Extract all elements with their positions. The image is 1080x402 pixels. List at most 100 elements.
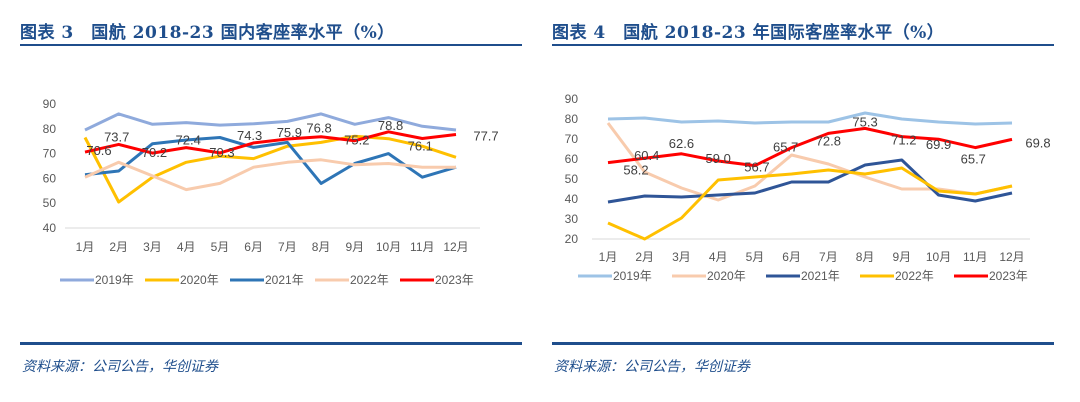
- series-line-2019: [607, 111, 1013, 126]
- x-tick-label: 5月: [211, 240, 230, 254]
- series-line-2020: [83, 134, 457, 204]
- data-label: 75.9: [277, 125, 302, 140]
- x-tick-label: 11月: [963, 250, 987, 264]
- legend-label: 2023年: [435, 273, 474, 287]
- legend-label: 2022年: [895, 269, 934, 283]
- y-tick-label: 80: [43, 122, 57, 136]
- data-label: 75.2: [344, 133, 369, 148]
- legend-label: 2020年: [707, 269, 746, 283]
- x-tick-label: 2月: [109, 240, 128, 254]
- x-tick-label: 1月: [599, 250, 618, 264]
- y-tick-label: 20: [565, 232, 579, 246]
- x-tick-label: 11月: [410, 240, 434, 254]
- y-tick-label: 40: [565, 192, 579, 206]
- series-line-2023: [84, 130, 457, 155]
- x-tick-label: 3月: [672, 250, 691, 264]
- data-label: 62.6: [669, 136, 694, 151]
- footer-divider: [552, 342, 1054, 345]
- data-label: 65.7: [961, 152, 986, 167]
- legend-label: 2021年: [265, 273, 304, 287]
- x-tick-label: 7月: [278, 240, 297, 254]
- x-tick-label: 5月: [746, 250, 765, 264]
- data-label: 72.8: [816, 133, 841, 148]
- x-tick-label: 1月: [76, 240, 95, 254]
- x-tick-label: 12月: [443, 240, 468, 254]
- chart-panel-domestic: 图表 3 国航 2018-23 国内客座率水平（%） 40 50 60 70 80 90 1…: [20, 0, 530, 402]
- legend-item: 2022年: [315, 273, 389, 287]
- data-label: 65.7: [773, 140, 798, 155]
- data-label: 70.2: [142, 145, 167, 160]
- data-label: 73.7: [104, 129, 129, 144]
- y-tick-label: 70: [43, 147, 57, 161]
- y-tick-label: 90: [43, 97, 57, 111]
- data-label: 60.4: [634, 148, 659, 163]
- international-load-factor-chart: 20 30 40 50 60 70 80 90 1月 2月 3月 4月 5月 6月 7月 8月 9月 10月 11月…: [565, 92, 1051, 283]
- y-tick-label: 70: [565, 132, 579, 146]
- chart-title: 图表 4 国航 2018-23 年国际客座率水平（%）: [552, 23, 945, 43]
- legend-item: 2022年: [860, 269, 934, 283]
- y-tick-label: 80: [565, 112, 579, 126]
- data-label: 78.8: [378, 118, 403, 133]
- chart-title: 图表 3 国航 2018-23 国内客座率水平（%）: [20, 23, 395, 43]
- legend-label: 2023年: [989, 269, 1028, 283]
- data-label: 74.3: [237, 128, 262, 143]
- x-tick-label: 10月: [376, 240, 401, 254]
- x-tick-label: 12月: [999, 250, 1024, 264]
- legend-item: 2021年: [766, 269, 840, 283]
- x-tick-label: 10月: [926, 250, 951, 264]
- legend-item: 2019年: [578, 269, 652, 283]
- y-tick-label: 40: [43, 221, 57, 235]
- series-line-2021: [607, 158, 1013, 204]
- legend-label: 2019年: [613, 269, 652, 283]
- domestic-load-factor-chart: 40 50 60 70 80 90 1月 2月 3月 4月 5月 6月 7月 8月 9月 10月 11月 12月 7…: [43, 97, 499, 287]
- legend-item: 2023年: [400, 273, 474, 287]
- x-tick-label: 6月: [244, 240, 263, 254]
- x-tick-label: 4月: [709, 250, 728, 264]
- data-label: 69.9: [926, 137, 951, 152]
- legend-item: 2023年: [954, 269, 1028, 283]
- y-tick-label: 60: [565, 152, 579, 166]
- data-label: 76.1: [408, 138, 433, 153]
- legend-label: 2020年: [180, 273, 219, 287]
- data-label: 70.3: [209, 145, 234, 160]
- legend-item: 2020年: [672, 269, 746, 283]
- footer-divider: [20, 342, 522, 345]
- data-label: 75.3: [852, 114, 877, 129]
- data-label: 72.4: [176, 133, 201, 148]
- data-label: 70.6: [86, 143, 111, 158]
- x-tick-label: 2月: [635, 250, 654, 264]
- x-tick-label: 3月: [143, 240, 162, 254]
- title-divider: [20, 44, 522, 46]
- x-tick-label: 6月: [782, 250, 801, 264]
- y-tick-label: 30: [565, 212, 579, 226]
- y-tick-label: 60: [43, 171, 57, 185]
- series-line-2022: [607, 166, 1013, 241]
- x-tick-label: 8月: [856, 250, 875, 264]
- y-tick-label: 50: [43, 196, 57, 210]
- legend-label: 2021年: [801, 269, 840, 283]
- series-line-2020: [606, 122, 1013, 202]
- legend-item: 2021年: [230, 273, 304, 287]
- source-note: 资料来源：公司公告，华创证券: [554, 359, 750, 375]
- data-label: 71.2: [891, 133, 916, 148]
- legend-label: 2022年: [350, 273, 389, 287]
- x-tick-label: 4月: [177, 240, 196, 254]
- data-label: 56.7: [744, 160, 769, 175]
- x-tick-label: 7月: [819, 250, 838, 264]
- x-tick-label: 9月: [892, 250, 911, 264]
- data-label: 58.2: [623, 163, 648, 178]
- series-line-2019: [84, 112, 457, 132]
- data-label: 69.8: [1025, 135, 1050, 150]
- legend-item: 2020年: [145, 273, 219, 287]
- series-line-2021: [84, 136, 457, 185]
- legend-label: 2019年: [95, 273, 134, 287]
- chart-panel-international: 图表 4 国航 2018-23 年国际客座率水平（%） 20 30 40 50 60 70…: [552, 0, 1062, 402]
- x-tick-label: 8月: [312, 240, 331, 254]
- title-divider: [552, 44, 1054, 46]
- data-label: 77.7: [473, 129, 498, 144]
- source-note: 资料来源：公司公告，华创证券: [22, 359, 218, 375]
- data-label: 76.8: [306, 121, 331, 136]
- series-line-2023: [607, 126, 1013, 168]
- series-line-2022: [84, 158, 456, 192]
- x-tick-label: 9月: [345, 240, 364, 254]
